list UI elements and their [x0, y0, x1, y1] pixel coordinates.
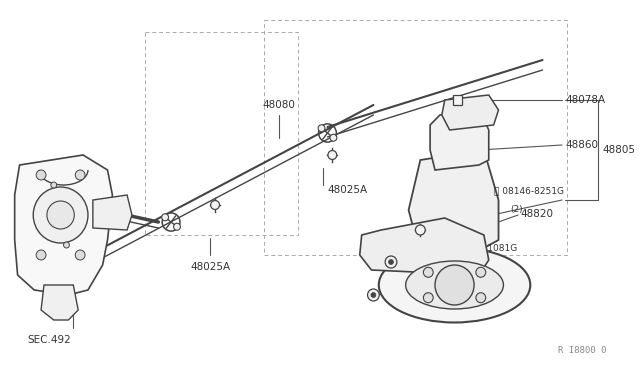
Circle shape — [51, 182, 57, 188]
Text: 48080: 48080 — [262, 100, 295, 110]
Circle shape — [173, 223, 180, 230]
Polygon shape — [360, 218, 489, 275]
Circle shape — [328, 151, 337, 160]
Text: 48078A: 48078A — [565, 95, 605, 105]
Circle shape — [318, 125, 325, 132]
Circle shape — [388, 260, 394, 264]
Circle shape — [367, 289, 380, 301]
Circle shape — [76, 170, 85, 180]
Circle shape — [76, 250, 85, 260]
Circle shape — [424, 293, 433, 303]
Text: Ⓝ 08911-1081G: Ⓝ 08911-1081G — [447, 243, 517, 252]
Text: Ⓑ 08146-8251G: Ⓑ 08146-8251G — [493, 186, 564, 195]
Circle shape — [435, 265, 474, 305]
Polygon shape — [430, 108, 489, 170]
Circle shape — [36, 170, 46, 180]
Circle shape — [330, 134, 337, 141]
Text: (3): (3) — [435, 296, 448, 305]
Ellipse shape — [406, 261, 504, 309]
Circle shape — [476, 267, 486, 277]
Ellipse shape — [379, 247, 531, 323]
Text: 48805: 48805 — [602, 145, 635, 155]
Bar — [452, 95, 462, 105]
Text: 48820: 48820 — [520, 209, 553, 219]
Text: 48860: 48860 — [565, 140, 598, 150]
Text: 48025A: 48025A — [328, 185, 367, 195]
Circle shape — [36, 250, 46, 260]
Polygon shape — [15, 155, 113, 295]
Text: (2): (2) — [460, 260, 472, 269]
Circle shape — [476, 293, 486, 303]
Text: R I8800 0: R I8800 0 — [557, 346, 606, 355]
Text: SEC.492: SEC.492 — [28, 335, 71, 345]
Circle shape — [424, 267, 433, 277]
Polygon shape — [442, 95, 499, 130]
Text: (2): (2) — [510, 205, 523, 214]
Circle shape — [385, 256, 397, 268]
Circle shape — [415, 225, 425, 235]
Text: Ⓝ 08911-1081G: Ⓝ 08911-1081G — [422, 279, 493, 288]
Circle shape — [211, 201, 220, 209]
Circle shape — [63, 242, 69, 248]
Text: 48025A: 48025A — [191, 262, 231, 272]
Circle shape — [371, 292, 376, 298]
Polygon shape — [41, 285, 78, 320]
Polygon shape — [408, 150, 499, 255]
Circle shape — [162, 214, 168, 221]
Circle shape — [47, 201, 74, 229]
Circle shape — [33, 187, 88, 243]
Polygon shape — [93, 195, 132, 230]
